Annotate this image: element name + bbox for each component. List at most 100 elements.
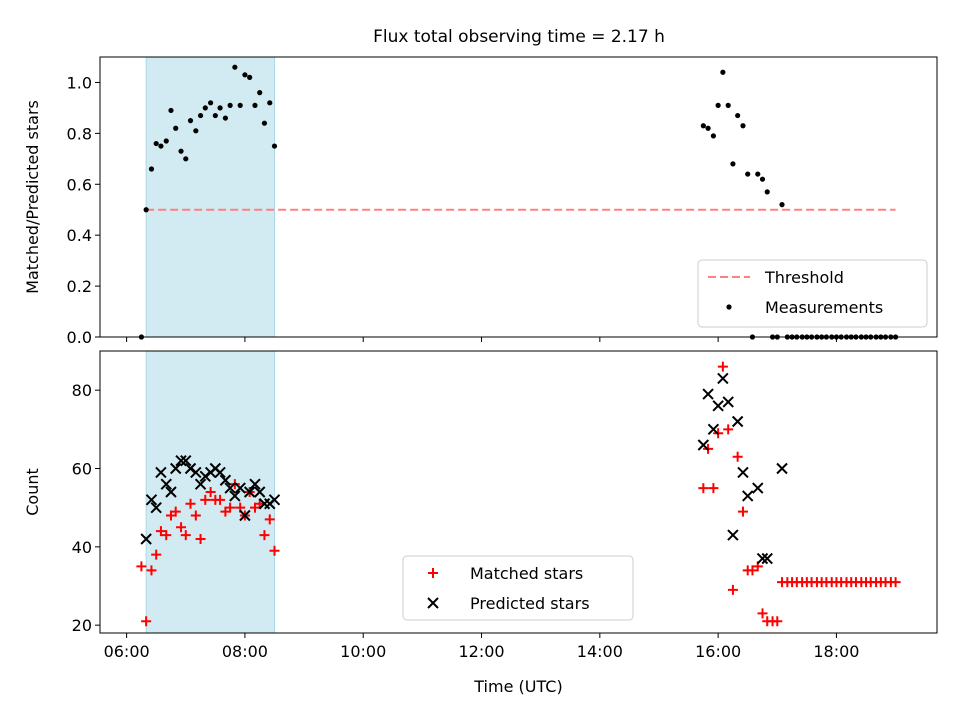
top-ytick-label: 1.0 — [67, 73, 92, 92]
measurement-point — [247, 74, 253, 80]
matched-star-point — [190, 510, 201, 521]
bottom-ytick-label: 80 — [72, 381, 92, 400]
predicted-star-point — [229, 490, 241, 502]
predicted-star-point — [268, 494, 281, 506]
matched-star-point — [890, 577, 901, 588]
measurement-point — [208, 100, 214, 106]
measurement-point — [242, 72, 248, 78]
chart-title: Flux total observing time = 2.17 h — [373, 27, 665, 47]
matched-star-point — [737, 506, 748, 517]
x-axis-label: Time (UTC) — [473, 677, 562, 696]
measurement-point — [212, 112, 218, 119]
top-ytick-label: 0.4 — [67, 226, 92, 245]
matched-star-point — [269, 545, 280, 556]
bottom-y-axis-label: Count — [23, 468, 42, 516]
predicted-star-point — [214, 466, 226, 479]
matched-star-point — [747, 565, 758, 576]
matched-star-point — [723, 424, 734, 435]
measurement-point — [764, 189, 770, 195]
legend-predicted-label: Predicted stars — [470, 594, 590, 613]
measurement-point — [710, 133, 717, 139]
top-ytick-label: 0.2 — [67, 277, 92, 296]
matched-star-point — [215, 494, 226, 505]
matched-star-point — [195, 534, 206, 544]
measurement-point — [735, 112, 741, 119]
predicted-star-point — [707, 423, 720, 436]
matched-star-point — [259, 530, 270, 541]
legend-threshold-label: Threshold — [764, 268, 844, 287]
matched-star-point — [161, 530, 172, 541]
measurement-point — [745, 171, 751, 177]
predicted-star-point — [239, 509, 251, 522]
bottom-axes-frame — [99, 350, 938, 634]
measurement-point — [173, 125, 179, 131]
measurement-point — [700, 123, 706, 129]
predicted-star-point — [180, 454, 192, 467]
measurement-point — [202, 105, 208, 111]
legend-box — [697, 259, 928, 328]
matched-star-point — [225, 502, 236, 513]
measurement-point — [779, 202, 785, 208]
predicted-star-point — [224, 482, 236, 494]
predicted-star-point — [752, 482, 764, 494]
matched-star-point — [757, 608, 768, 619]
bottom-ytick-label: 40 — [72, 538, 92, 557]
measurement-point — [759, 176, 766, 182]
matched-star-point — [200, 494, 211, 505]
measurement-point — [705, 125, 711, 131]
top-shaded-interval — [145, 56, 275, 338]
predicted-star-point — [776, 462, 788, 475]
bottom-xtick-label: 14:00 — [577, 642, 623, 661]
predicted-star-point — [190, 466, 202, 479]
bottom-series-1 — [136, 361, 901, 627]
legend-matched-label: Matched stars — [470, 564, 583, 583]
predicted-star-point — [145, 494, 158, 506]
measurement-point — [143, 207, 149, 213]
matched-star-point — [170, 506, 181, 517]
bottom-panel: 20 40 60 80 06:00 08:00 10:00 12:00 14:00 16:00 18… — [23, 350, 938, 696]
predicted-star-point — [140, 533, 152, 545]
matched-star-point — [717, 361, 728, 372]
predicted-star-point — [697, 439, 710, 451]
top-ytick-label: 0.8 — [67, 124, 92, 143]
matched-star-point — [136, 561, 147, 572]
measurement-point — [715, 102, 721, 108]
top-panel: 0.0 0.2 0.4 0.6 0.8 1.0 Matched/Predicted star… — [23, 56, 938, 347]
predicted-star-point — [155, 466, 167, 479]
bottom-xtick-label: 06:00 — [104, 642, 150, 661]
measurement-point — [267, 100, 273, 106]
predicted-star-point — [254, 486, 266, 498]
matched-star-point — [772, 616, 783, 627]
measurement-point — [163, 138, 169, 144]
predicted-star-point — [756, 552, 769, 565]
predicted-star-point — [737, 466, 749, 479]
legend-matched-swatch — [428, 568, 438, 578]
matched-star-point — [185, 498, 196, 509]
predicted-star-point — [150, 501, 162, 514]
bottom-series-2 — [140, 372, 788, 565]
legend-predicted-swatch — [427, 597, 439, 609]
predicted-star-point — [742, 490, 754, 502]
top-ytick-label: 0.0 — [67, 328, 92, 347]
matched-star-point — [264, 514, 275, 525]
matched-star-point — [698, 483, 709, 494]
matched-star-point — [151, 549, 162, 560]
measurement-point — [193, 128, 199, 134]
legend-measurements-label: Measurements — [765, 298, 883, 317]
measurement-point — [158, 143, 164, 149]
measurement-point — [257, 90, 263, 96]
predicted-star-point — [731, 415, 744, 428]
legend-measurements-swatch — [726, 304, 732, 310]
matched-star-point — [205, 487, 216, 497]
bottom-ytick-label: 20 — [72, 616, 92, 635]
measurement-point — [232, 64, 238, 70]
bottom-xtick-label: 12:00 — [458, 642, 504, 661]
measurement-point — [178, 148, 184, 154]
measurement-point — [148, 166, 155, 172]
predicted-star-point — [249, 478, 261, 490]
measurement-point — [222, 115, 229, 121]
matched-star-point — [146, 565, 157, 576]
measurement-point — [261, 120, 268, 126]
predicted-star-point — [194, 478, 207, 490]
